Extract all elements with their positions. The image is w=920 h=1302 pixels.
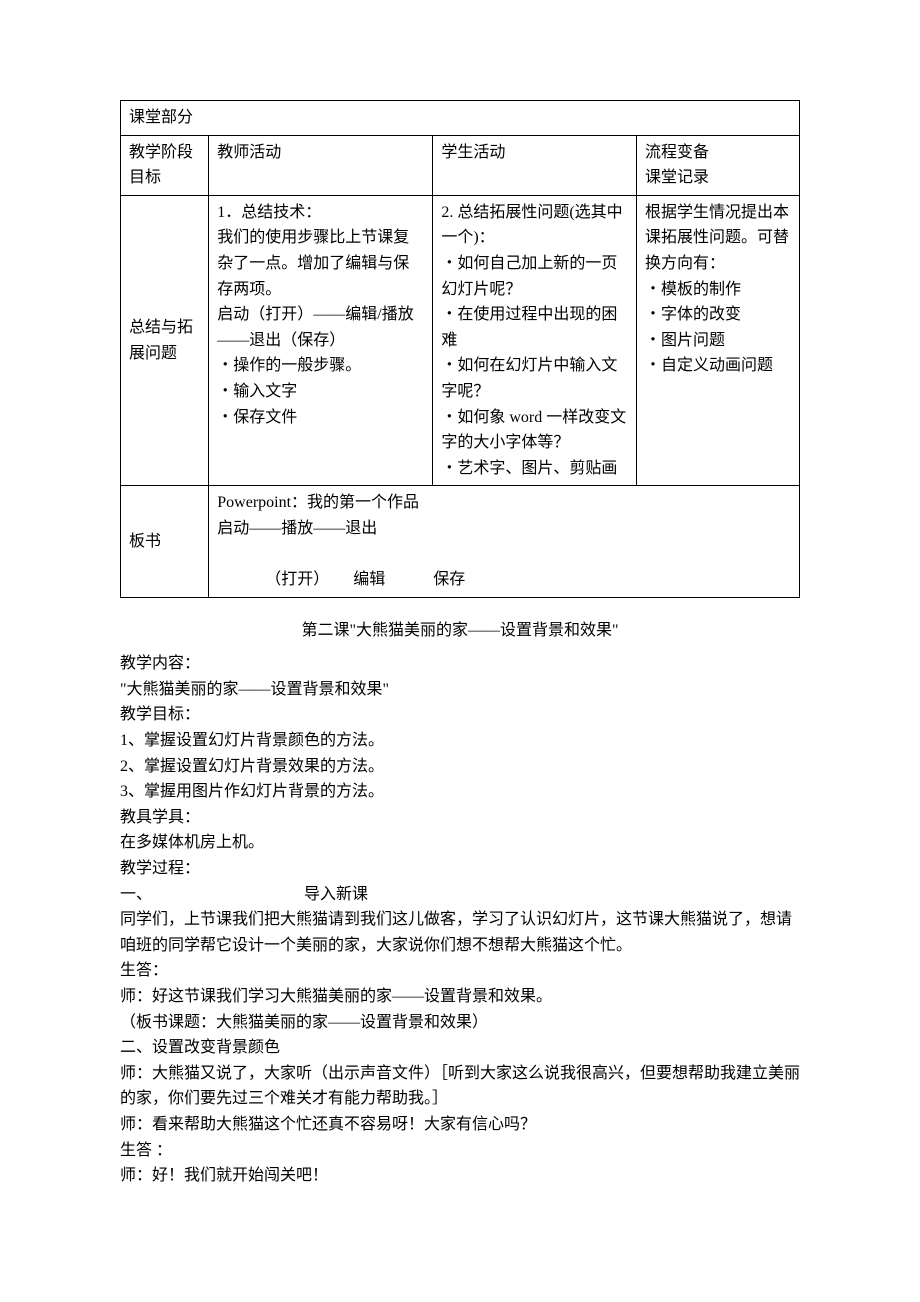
body-line: 师：大熊猫又说了，大家听（出示声音文件）［听到大家这么说我很高兴，但要想帮助我建…	[120, 1061, 800, 1112]
body-line: 教学过程：	[120, 856, 800, 882]
cell-summary-label: 总结与拓展问题	[121, 195, 209, 486]
cell-notes-header: 流程变备 课堂记录	[637, 135, 800, 195]
lesson-title: 第二课"大熊猫美丽的家——设置背景和效果"	[120, 618, 800, 644]
body-line: 生答：	[120, 958, 800, 984]
body-line: 一、 导入新课	[120, 882, 800, 908]
body-line: 1、掌握设置幻灯片背景颜色的方法。	[120, 728, 800, 754]
body-line: "大熊猫美丽的家——设置背景和效果"	[120, 677, 800, 703]
body-line: 师：好这节课我们学习大熊猫美丽的家——设置背景和效果。	[120, 984, 800, 1010]
body-line: 教具学具：	[120, 805, 800, 831]
body-line: （板书课题：大熊猫美丽的家——设置背景和效果）	[120, 1010, 800, 1036]
lesson-table: 课堂部分 教学阶段 目标 教师活动 学生活动 流程变备 课堂记录 总结与拓展问题…	[120, 100, 800, 598]
cell-teacher-header: 教师活动	[209, 135, 433, 195]
body-line: 教学内容：	[120, 651, 800, 677]
lesson-body: 教学内容："大熊猫美丽的家——设置背景和效果"教学目标：1、掌握设置幻灯片背景颜…	[120, 651, 800, 1188]
body-line: 师：看来帮助大熊猫这个忙还真不容易呀！大家有信心吗？	[120, 1112, 800, 1138]
body-line: 生答 ：	[120, 1138, 800, 1164]
table-row: 教学阶段 目标 教师活动 学生活动 流程变备 课堂记录	[121, 135, 800, 195]
body-line: 师：好！我们就开始闯关吧！	[120, 1163, 800, 1189]
table-row: 总结与拓展问题 1．总结技术： 我们的使用步骤比上节课复杂了一点。增加了编辑与保…	[121, 195, 800, 486]
body-line: 二、设置改变背景颜色	[120, 1035, 800, 1061]
cell-board-content: Powerpoint：我的第一个作品 启动——播放——退出 （打开） 编辑 保存	[209, 486, 800, 597]
cell-phase-header: 教学阶段 目标	[121, 135, 209, 195]
table-header: 课堂部分	[121, 101, 800, 136]
body-line: 同学们，上节课我们把大熊猫请到我们这儿做客，学习了认识幻灯片，这节课大熊猫说了，…	[120, 907, 800, 958]
body-line: 3、掌握用图片作幻灯片背景的方法。	[120, 779, 800, 805]
body-line: 2、掌握设置幻灯片背景效果的方法。	[120, 754, 800, 780]
cell-teacher-activity: 1．总结技术： 我们的使用步骤比上节课复杂了一点。增加了编辑与保存两项。 启动（…	[209, 195, 433, 486]
table-row: 板书 Powerpoint：我的第一个作品 启动——播放——退出 （打开） 编辑…	[121, 486, 800, 597]
cell-notes-content: 根据学生情况提出本课拓展性问题。可替换方向有： ・模板的制作 ・字体的改变 ・图…	[637, 195, 800, 486]
body-line: 教学目标：	[120, 702, 800, 728]
body-line: 在多媒体机房上机。	[120, 830, 800, 856]
cell-student-header: 学生活动	[433, 135, 637, 195]
cell-board-label: 板书	[121, 486, 209, 597]
cell-student-activity: 2. 总结拓展性问题(选其中一个)： ・如何自己加上新的一页幻灯片呢？ ・在使用…	[433, 195, 637, 486]
